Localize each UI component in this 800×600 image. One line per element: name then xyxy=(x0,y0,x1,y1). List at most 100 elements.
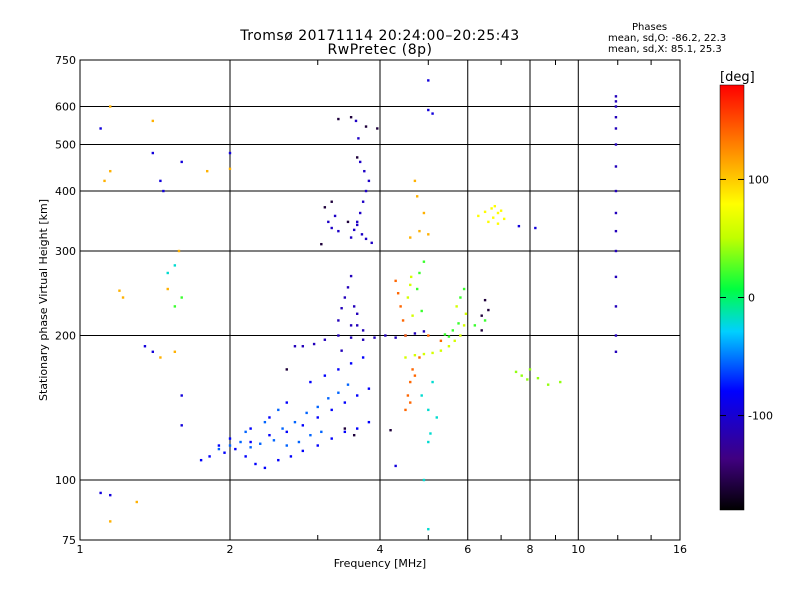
data-point xyxy=(614,189,618,193)
data-point xyxy=(355,427,359,430)
data-point xyxy=(330,437,333,440)
data-point xyxy=(370,241,373,245)
data-point xyxy=(364,237,368,241)
data-point xyxy=(309,380,312,384)
data-point xyxy=(180,424,183,427)
y-tick-label: 400 xyxy=(55,185,76,198)
y-tick-label: 500 xyxy=(55,139,76,152)
data-point xyxy=(411,368,414,371)
data-point xyxy=(413,353,417,357)
data-point xyxy=(337,117,340,121)
data-point xyxy=(477,214,480,218)
data-point xyxy=(217,444,221,447)
data-point xyxy=(364,125,368,128)
data-point xyxy=(343,296,347,299)
data-point xyxy=(316,416,319,419)
data-point xyxy=(337,334,340,337)
data-point xyxy=(614,116,618,119)
colorbar-unit-label: [deg] xyxy=(720,70,755,85)
x-tick-label: 2 xyxy=(227,543,234,556)
data-point xyxy=(323,374,327,377)
x-tick-label: 16 xyxy=(673,543,687,556)
data-point xyxy=(281,427,284,430)
data-point xyxy=(173,350,177,353)
data-point xyxy=(355,312,359,315)
data-point xyxy=(320,242,323,246)
data-point xyxy=(330,226,333,230)
data-point xyxy=(277,458,280,462)
plot-frame xyxy=(79,59,681,541)
data-point xyxy=(415,195,419,198)
data-point xyxy=(429,432,432,435)
x-tick-label: 1 xyxy=(77,543,84,556)
data-point xyxy=(404,356,407,359)
data-point xyxy=(367,387,371,390)
data-point xyxy=(418,356,421,359)
data-point xyxy=(272,439,276,442)
data-point xyxy=(166,287,169,291)
data-point xyxy=(614,100,618,103)
data-point xyxy=(459,296,462,299)
data-point xyxy=(285,368,288,371)
data-point xyxy=(208,455,211,458)
data-point xyxy=(614,305,618,308)
data-point xyxy=(401,319,405,322)
data-point xyxy=(346,220,350,224)
data-point xyxy=(340,307,343,310)
grid-lines xyxy=(79,59,681,541)
data-point xyxy=(337,391,340,394)
y-axis-label: Stationary phase Virtual Height [km] xyxy=(37,199,50,401)
x-tick-labels: 1 2 4 6 8 10 16 xyxy=(77,543,688,556)
data-point xyxy=(413,332,417,335)
data-point xyxy=(343,427,347,430)
phase-stats-x-mode: mean, sd,X: 85.1, 25.3 xyxy=(608,44,722,55)
data-point xyxy=(249,440,252,444)
data-point xyxy=(268,416,271,419)
data-point xyxy=(333,214,337,218)
data-point xyxy=(327,220,330,224)
colorbar-tick-label: 0 xyxy=(748,292,755,305)
data-point xyxy=(244,455,247,458)
data-point xyxy=(409,275,413,279)
data-point xyxy=(427,108,430,112)
data-point xyxy=(394,279,397,283)
data-point xyxy=(109,493,112,497)
data-point xyxy=(496,222,500,225)
data-point xyxy=(316,444,319,447)
data-point xyxy=(301,345,305,348)
data-point xyxy=(418,271,421,275)
data-point xyxy=(180,394,183,397)
data-point xyxy=(151,151,155,155)
data-point xyxy=(337,319,340,322)
data-point xyxy=(439,339,443,343)
data-point xyxy=(358,211,362,215)
data-point xyxy=(455,305,458,308)
data-point xyxy=(394,336,397,339)
data-point xyxy=(301,449,305,453)
data-point xyxy=(361,338,365,341)
data-point xyxy=(355,324,359,327)
data-point xyxy=(483,319,487,322)
data-point xyxy=(159,179,162,183)
data-point xyxy=(559,380,562,384)
data-point xyxy=(480,329,483,332)
data-point xyxy=(358,160,362,164)
data-point xyxy=(614,95,618,98)
data-point xyxy=(360,233,364,236)
data-point xyxy=(352,228,356,232)
data-point xyxy=(422,330,426,333)
data-point xyxy=(514,370,518,374)
data-point xyxy=(492,216,495,219)
data-point xyxy=(367,420,371,424)
data-point xyxy=(614,165,618,168)
data-point xyxy=(327,397,330,400)
chart-title: Tromsø 20171114 20:24:00–20:25:43 xyxy=(240,28,520,44)
data-point xyxy=(355,220,359,224)
data-point xyxy=(199,458,203,462)
data-point xyxy=(205,169,209,173)
data-point xyxy=(323,338,327,341)
y-tick-label: 100 xyxy=(55,474,76,487)
data-point xyxy=(404,408,407,412)
data-point xyxy=(289,455,293,458)
